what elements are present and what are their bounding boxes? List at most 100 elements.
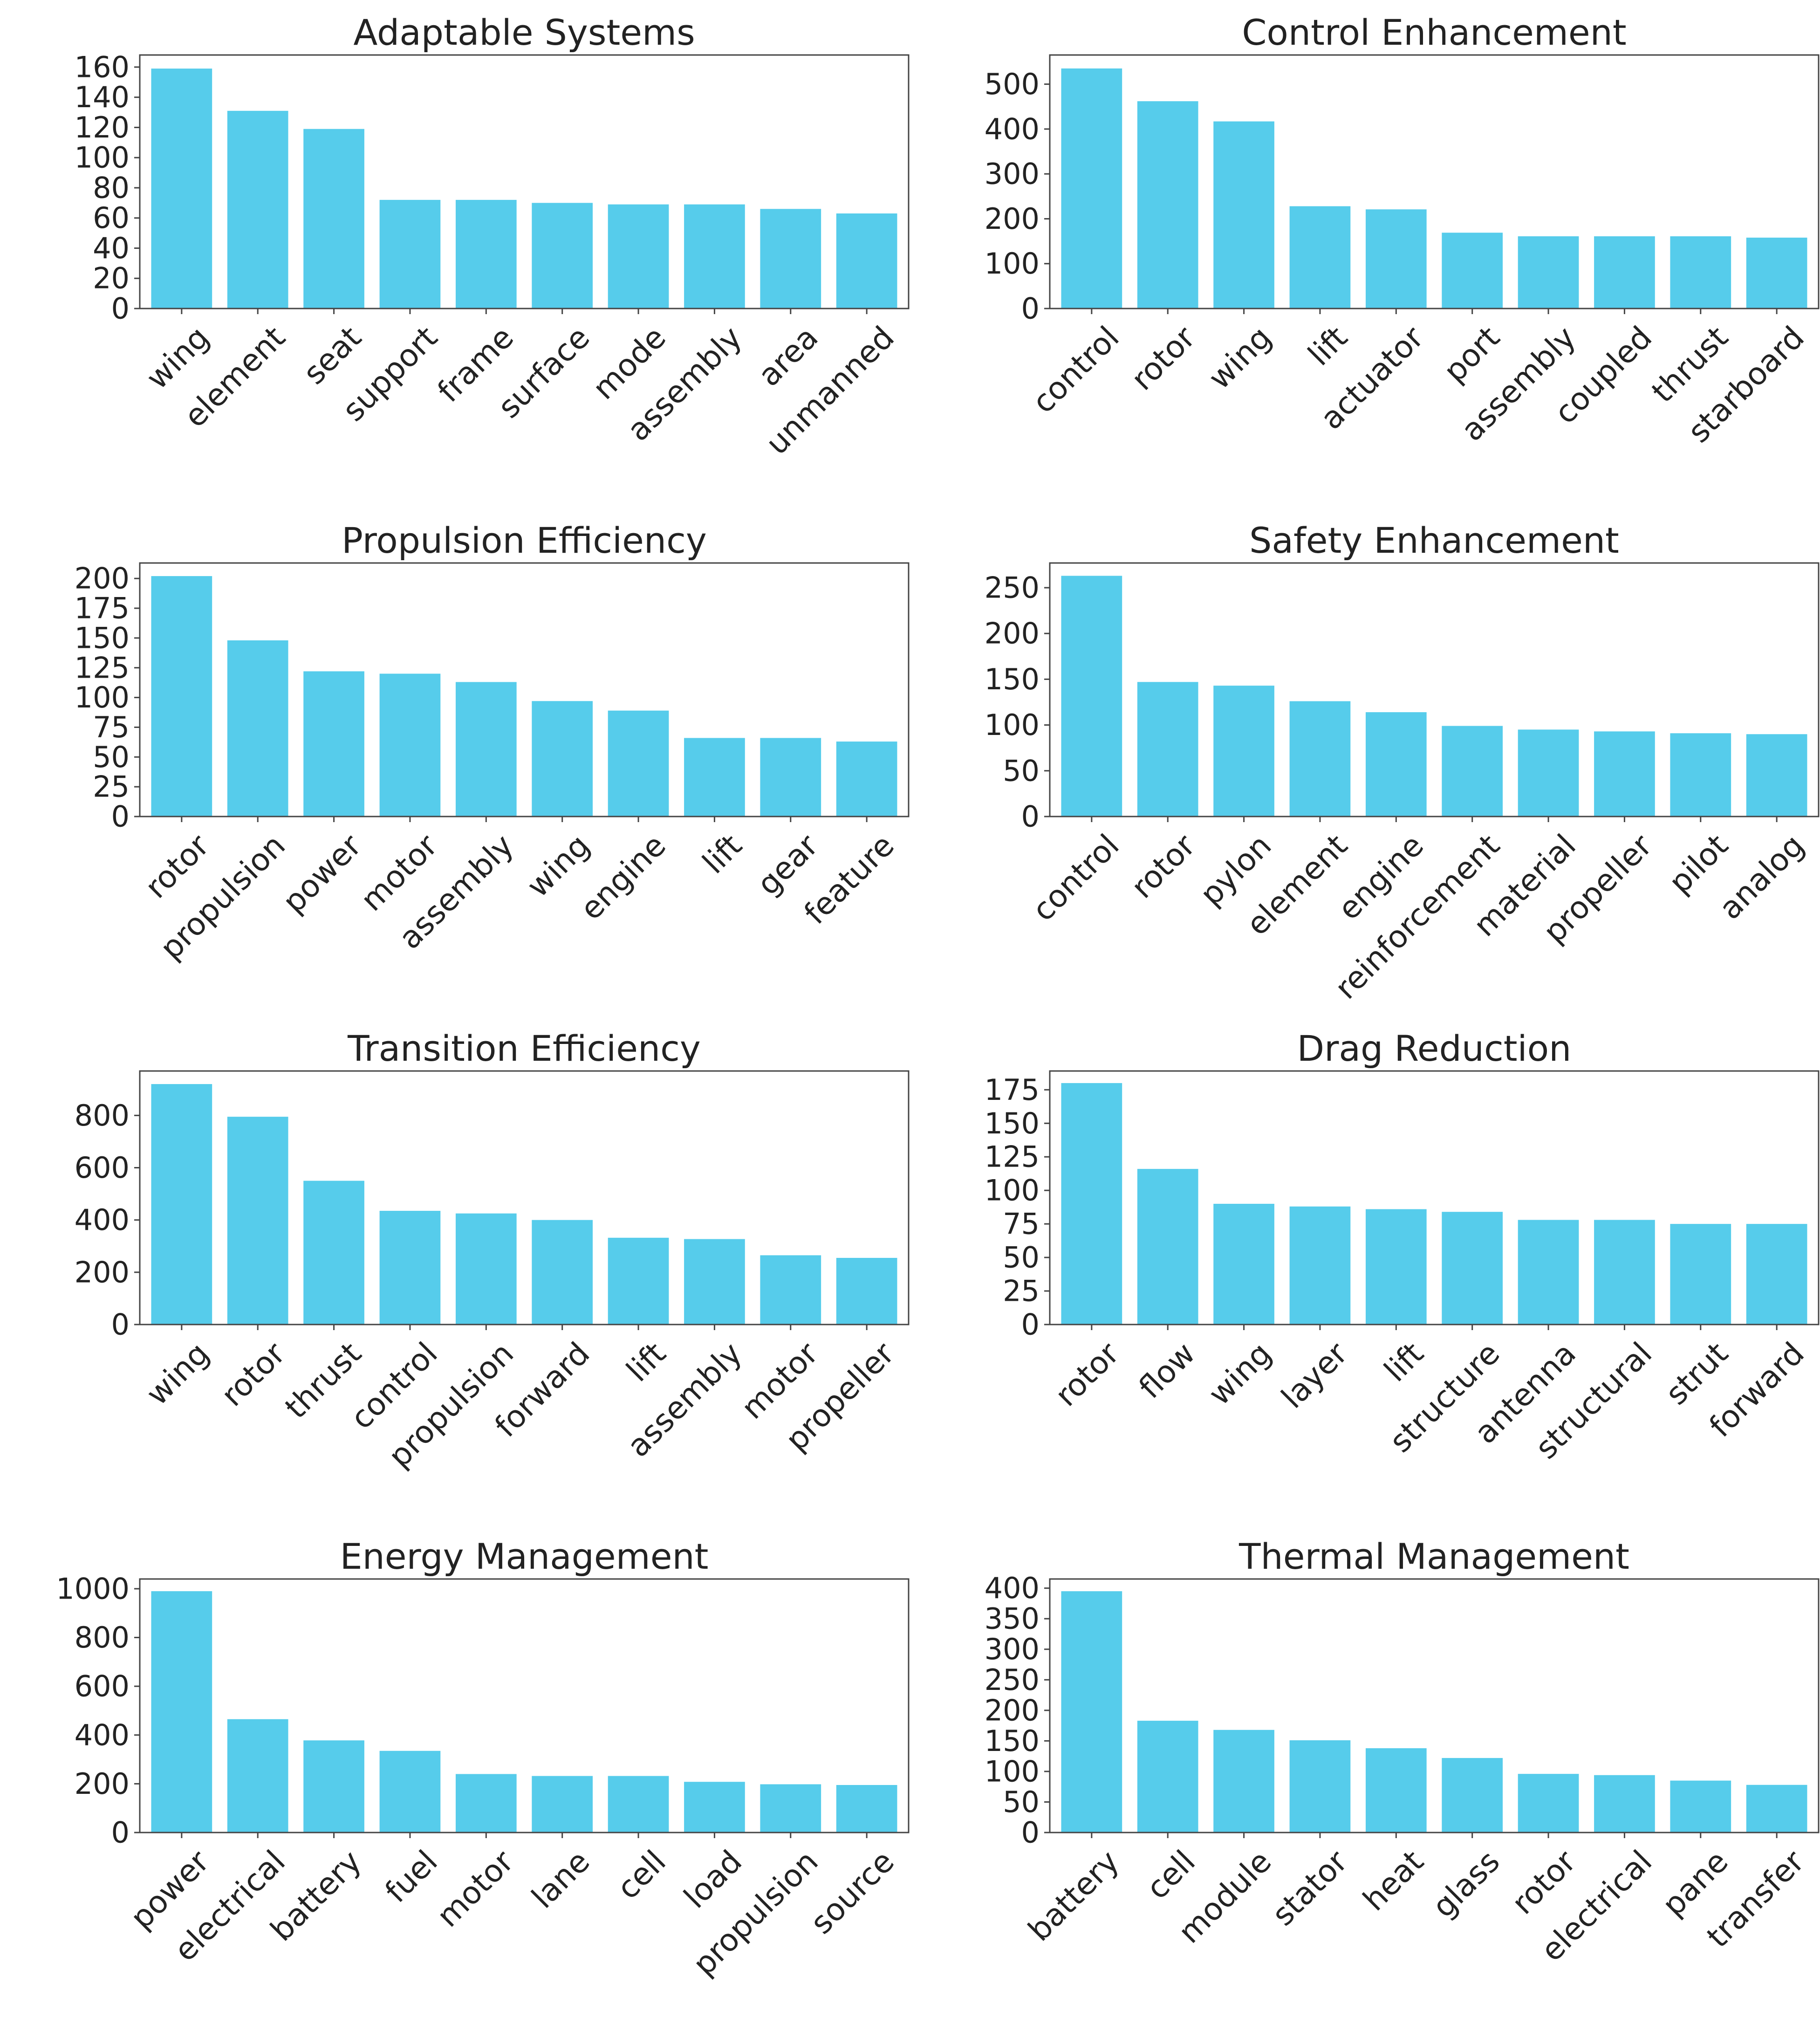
bar-propulsion bbox=[227, 640, 288, 817]
bar-motor bbox=[455, 1774, 517, 1833]
bar-layer bbox=[1289, 1206, 1351, 1325]
y-tick-label: 200 bbox=[985, 202, 1040, 236]
bar-electrical bbox=[1594, 1775, 1655, 1833]
bar-wing bbox=[151, 69, 212, 309]
bar-control bbox=[1061, 576, 1122, 817]
chart-title: Drag Reduction bbox=[1297, 1028, 1572, 1069]
bar-control bbox=[379, 1211, 441, 1325]
x-tick-label: lift bbox=[696, 827, 749, 880]
x-tick-label: cell bbox=[610, 1843, 673, 1906]
x-tick-label: analog bbox=[1712, 827, 1811, 926]
plot-frame bbox=[139, 562, 910, 817]
y-tick-label: 25 bbox=[93, 770, 130, 804]
y-tick-label: 150 bbox=[75, 621, 130, 655]
y-tick-label: 50 bbox=[1003, 1241, 1040, 1275]
x-tick-label: lift bbox=[1301, 319, 1354, 372]
y-tick-label: 120 bbox=[75, 110, 130, 144]
bar-structural bbox=[1594, 1220, 1655, 1325]
bar-stator bbox=[1289, 1740, 1351, 1833]
y-tick-label: 75 bbox=[1003, 1207, 1040, 1241]
bar-frame bbox=[455, 199, 517, 309]
bar-cell bbox=[608, 1776, 669, 1833]
bar-load bbox=[684, 1782, 745, 1833]
bar-motor bbox=[760, 1255, 821, 1325]
y-tick-label: 800 bbox=[75, 1620, 130, 1654]
bar-engine bbox=[608, 710, 669, 817]
chart-panel-safety-enhancement: Safety Enhancement control rotor pylon eleme… bbox=[910, 508, 1820, 1016]
y-tick-label: 20 bbox=[93, 261, 130, 295]
chart-panel-propulsion-efficiency: Propulsion Efficiency rotor propulsion powe… bbox=[0, 508, 910, 1016]
bar-rotor bbox=[1137, 101, 1198, 309]
bar-battery bbox=[303, 1740, 364, 1833]
plot-frame bbox=[1049, 562, 1820, 817]
x-tick-label: port bbox=[1437, 319, 1506, 389]
bar-propeller bbox=[836, 1257, 897, 1325]
bar-assembly bbox=[684, 204, 745, 309]
bar-propulsion bbox=[455, 1213, 517, 1325]
x-tick-label: heat bbox=[1356, 1843, 1430, 1918]
bar-propulsion bbox=[760, 1784, 821, 1833]
bar-source bbox=[836, 1785, 897, 1833]
x-tick-label: battery bbox=[1021, 1843, 1126, 1948]
y-tick-label: 160 bbox=[75, 50, 130, 84]
bar-analog bbox=[1746, 734, 1807, 817]
plot-frame bbox=[139, 1070, 910, 1325]
bar-lift bbox=[684, 738, 745, 817]
bar-wing bbox=[1213, 1203, 1274, 1325]
y-tick-label: 400 bbox=[985, 112, 1040, 146]
y-tick-label: 250 bbox=[985, 571, 1040, 605]
bar-unmanned bbox=[836, 213, 897, 309]
y-tick-label: 600 bbox=[75, 1151, 130, 1185]
bar-rotor bbox=[227, 1117, 288, 1325]
bar-surface bbox=[532, 203, 593, 309]
chart-panel-energy-management: Energy Management power electrical battery f… bbox=[0, 1524, 910, 2032]
y-tick-label: 200 bbox=[75, 1255, 130, 1289]
bar-coupled bbox=[1594, 236, 1655, 309]
x-tick-label: stator bbox=[1265, 1843, 1355, 1933]
bar-feature bbox=[836, 741, 897, 817]
bar-rotor bbox=[1137, 682, 1198, 817]
y-tick-label: 350 bbox=[985, 1602, 1040, 1636]
x-tick-label: flow bbox=[1132, 1335, 1202, 1406]
bar-seat bbox=[303, 129, 364, 309]
bar-lift bbox=[608, 1237, 669, 1325]
bar-pane bbox=[1670, 1780, 1731, 1833]
x-tick-label: wing bbox=[139, 1335, 216, 1412]
plot-frame bbox=[1049, 1070, 1820, 1325]
chart-title: Thermal Management bbox=[1238, 1536, 1629, 1577]
chart-title: Adaptable Systems bbox=[353, 12, 695, 53]
bar-rotor bbox=[1061, 1083, 1122, 1325]
x-tick-label: control bbox=[1025, 319, 1126, 420]
x-tick-label: engine bbox=[573, 827, 673, 927]
y-tick-label: 600 bbox=[75, 1669, 130, 1703]
bar-structure bbox=[1442, 1212, 1503, 1325]
chart-svg: Propulsion Efficiencyrotorpropulsionpowe… bbox=[75, 520, 910, 967]
bar-pylon bbox=[1213, 686, 1274, 817]
bar-module bbox=[1213, 1730, 1274, 1833]
bar-mode bbox=[608, 204, 669, 309]
y-tick-label: 400 bbox=[985, 1571, 1040, 1605]
x-tick-label: cell bbox=[1139, 1843, 1202, 1906]
bar-flow bbox=[1137, 1169, 1198, 1325]
x-tick-label: motor bbox=[430, 1843, 521, 1934]
plot-frame bbox=[1049, 1578, 1820, 1833]
bar-heat bbox=[1365, 1748, 1427, 1833]
chart-panel-transition-efficiency: Transition Efficiency wing rotor thrust cont… bbox=[0, 1016, 910, 1524]
chart-svg: Safety Enhancementcontrolrotorpyloneleme… bbox=[985, 520, 1820, 1006]
chart-panel-control-enhancement: Control Enhancement control rotor wing lift a… bbox=[910, 0, 1820, 508]
y-tick-label: 0 bbox=[111, 1816, 130, 1850]
bar-rotor bbox=[1518, 1774, 1579, 1833]
y-tick-label: 250 bbox=[985, 1663, 1040, 1697]
bar-lane bbox=[532, 1776, 593, 1833]
y-tick-label: 0 bbox=[111, 800, 130, 834]
y-tick-label: 175 bbox=[985, 1073, 1040, 1107]
bar-material bbox=[1518, 729, 1579, 817]
bar-element bbox=[1289, 701, 1351, 817]
bar-wing bbox=[532, 701, 593, 817]
bar-electrical bbox=[227, 1719, 288, 1833]
y-tick-label: 0 bbox=[111, 292, 130, 326]
y-tick-label: 0 bbox=[1021, 800, 1040, 834]
